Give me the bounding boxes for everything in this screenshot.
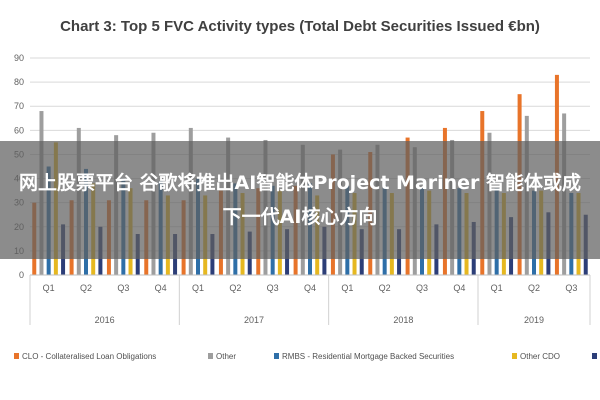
legend: CLO - Collateralised Loan Obligations Oth… (14, 352, 597, 361)
year-label: 2018 (393, 315, 413, 325)
chart-title: Chart 3: Top 5 FVC Activity types (Total… (60, 18, 540, 35)
x-tick-label: Q3 (416, 283, 428, 293)
legend-swatch (592, 353, 597, 359)
legend-swatch (512, 353, 517, 359)
y-tick-label: 80 (14, 77, 24, 87)
x-tick-label: Q2 (379, 283, 391, 293)
legend-swatch (274, 353, 279, 359)
legend-label: CLO - Collateralised Loan Obligations (22, 352, 156, 361)
legend-swatch (14, 353, 19, 359)
x-tick-label: Q4 (155, 283, 167, 293)
x-tick-label: Q3 (267, 283, 279, 293)
legend-swatch (208, 353, 213, 359)
x-tick-label: Q1 (43, 283, 55, 293)
y-tick-label: 60 (14, 125, 24, 135)
x-tick-label: Q2 (229, 283, 241, 293)
year-label: 2019 (524, 315, 544, 325)
x-tick-label: Q2 (80, 283, 92, 293)
x-tick-label: Q3 (565, 283, 577, 293)
x-tick-label: Q2 (528, 283, 540, 293)
headline-banner[interactable]: 网上股票平台 谷歌将推出AI智能体Project Mariner 智能体或成下一… (0, 141, 600, 259)
x-tick-label: Q4 (304, 283, 316, 293)
x-tick-label: Q1 (341, 283, 353, 293)
year-label: 2017 (244, 315, 264, 325)
legend-label: RMBS - Residential Mortgage Backed Secur… (282, 352, 454, 361)
x-tick-label: Q1 (491, 283, 503, 293)
legend-label: Other (216, 352, 236, 361)
x-tick-label: Q1 (192, 283, 204, 293)
y-tick-label: 0 (19, 270, 24, 280)
y-tick-label: 70 (14, 101, 24, 111)
year-label: 2016 (95, 315, 115, 325)
y-tick-label: 90 (14, 53, 24, 63)
x-axis: Q1 Q2 Q3 Q4 Q1 Q2 Q3 Q4 Q1 Q2 Q3 Q4 Q1 Q2 Q3 2016 2017 20… (29, 274, 591, 325)
headline-text[interactable]: 网上股票平台 谷歌将推出AI智能体Project Mariner 智能体或成下一… (18, 172, 582, 228)
x-tick-label: Q4 (453, 283, 465, 293)
x-tick-label: Q3 (117, 283, 129, 293)
legend-label: Other CDO (520, 352, 560, 361)
